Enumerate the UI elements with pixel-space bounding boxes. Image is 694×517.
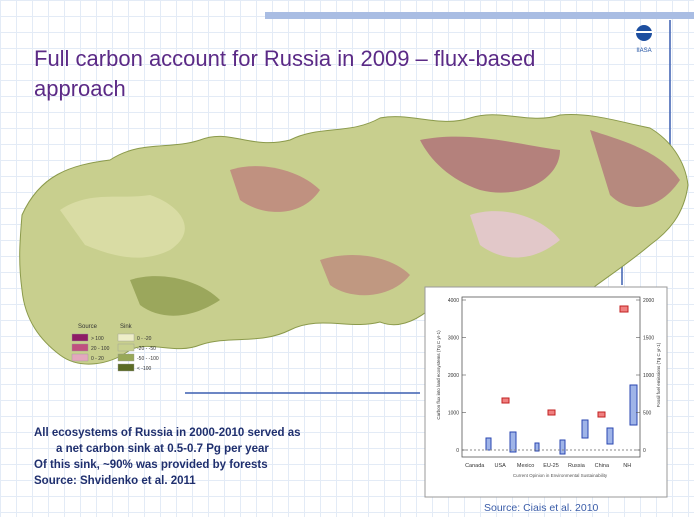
inset-caption: Current Opinion in Environmental Sustain…: [513, 473, 608, 478]
x-tick-label: Canada: [465, 463, 485, 469]
logo: IIASA: [634, 25, 654, 54]
y-tick-label: 0: [456, 448, 459, 454]
y-tick-label: 4000: [448, 298, 459, 304]
y2-tick-label: 1000: [643, 373, 654, 379]
y2-tick-label: 500: [643, 411, 652, 417]
x-tick-label: USA: [494, 463, 506, 469]
red-markers: [501, 305, 629, 418]
inset-frame: [424, 286, 668, 498]
russia-map: [19, 113, 689, 365]
x-tick-label: NH: [623, 463, 631, 469]
note: All ecosystems of Russia in 2000-2010 se…: [34, 427, 301, 439]
svg-text:IIASA: IIASA: [636, 48, 651, 54]
legend-label: > 100: [91, 336, 104, 342]
legend-label: 0 - -20: [137, 336, 152, 342]
legend-label: < -100: [137, 366, 152, 372]
legend-swatch: [117, 353, 135, 362]
y2-tick-label: 2000: [643, 298, 654, 304]
legend-label: 20 - 100: [91, 346, 110, 352]
y2-tick-label: 0: [643, 448, 646, 454]
x-tick-label: Russia: [568, 463, 586, 469]
note: Source: Shvidenko et al. 2011: [34, 475, 196, 487]
y-tick-label: 3000: [448, 336, 459, 342]
x-tick-label: China: [595, 463, 610, 469]
y-tick-label: 1000: [448, 411, 459, 417]
legend-swatch: [117, 363, 135, 372]
legend-swatch: [117, 343, 135, 352]
legend-label: -20 - -50: [137, 346, 156, 352]
y-tick-label: 2000: [448, 373, 459, 379]
plot-area: [461, 296, 641, 458]
x-tick-label: Mexico: [517, 463, 534, 469]
legend-heading: Sink: [120, 324, 133, 330]
y2-axis-label: Fossil fuel emissions (Tg C yr-1): [656, 342, 661, 407]
notes: All ecosystems of Russia in 2000-2010 se…: [34, 425, 424, 489]
legend-heading: Source: [78, 324, 98, 330]
note: Of this sink, ~90% was provided by fores…: [34, 459, 268, 471]
x-tick-label: EU-25: [543, 463, 559, 469]
y2-tick-label: 1500: [643, 336, 654, 342]
legend-swatch: [117, 333, 135, 342]
legend-swatch: [71, 333, 89, 342]
top-band: [265, 12, 694, 19]
note: a net carbon sink at 0.5-0.7 Pg per year: [56, 443, 269, 455]
inset-chart: 0 1000 2000 3000 4000 0 500 1000 1500 2000 Canada U…: [424, 286, 668, 498]
y-axis-label: Carbon flux into land ecosystems (Tg C y…: [436, 330, 441, 420]
map-legend: Source Sink > 100 20 - 100 0 - 20 0 - -20 -20 …: [71, 324, 159, 372]
boxes: [485, 384, 638, 455]
legend-label: 0 - 20: [91, 356, 104, 362]
source: Source: Ciais et al. 2010: [484, 502, 599, 514]
legend-label: -50 - -100: [137, 356, 159, 362]
legend-swatch: [71, 353, 89, 362]
legend-swatch: [71, 343, 89, 352]
slide-title: Full carbon account for Russia in 2009 –…: [34, 46, 536, 101]
